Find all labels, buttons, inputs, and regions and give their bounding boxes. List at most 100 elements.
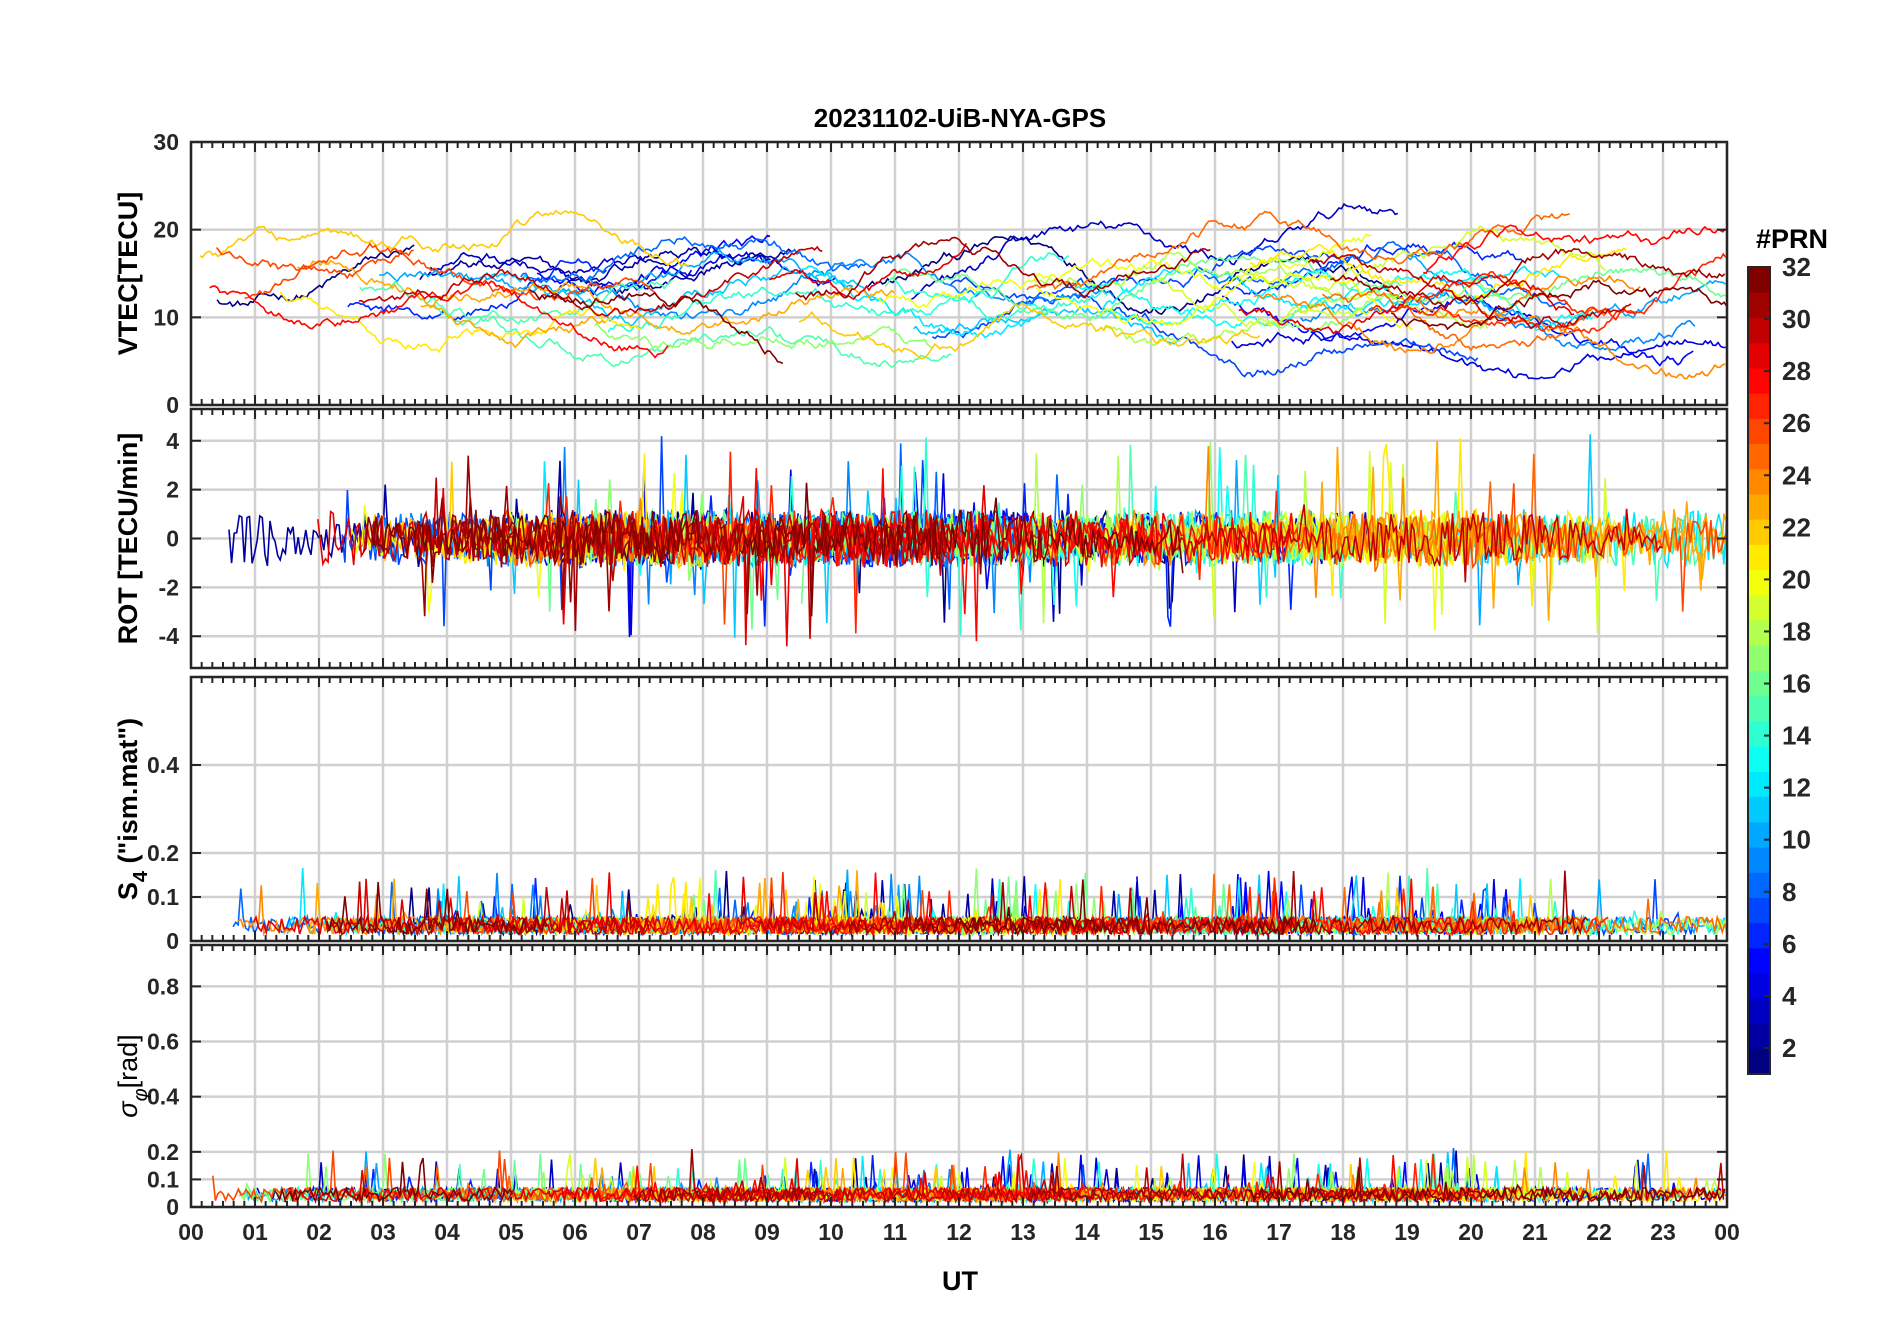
colorbar-band [1748,1023,1770,1050]
y-axis-label-sub: φ [130,1088,152,1101]
x-tick-label: 14 [1074,1219,1100,1245]
series-line-prn-23 [420,281,895,335]
colorbar-tick-label: 14 [1782,721,1811,751]
colorbar-band [1748,872,1770,898]
y-tick-label: 0 [166,928,179,954]
colorbar-band [1748,922,1770,949]
x-axis: 00 01 02 03 04 05 06 07 08 09 10 11 12 13 14 15 16 17 18 19… [178,1219,1740,1245]
colorbar-band [1748,519,1770,545]
series-line-prn-29 [768,242,967,301]
series-line-prn-19 [1151,276,1383,328]
series-group [232,867,1727,938]
colorbar-band [1748,594,1770,621]
colorbar-tick-label: 18 [1782,616,1811,646]
colorbar-tick-label: 6 [1782,929,1796,959]
series-line-prn-19 [1189,450,1609,634]
series-line-prn-9 [1299,290,1696,352]
series-line-prn-32 [1390,279,1727,331]
colorbar-tick-label: 4 [1782,981,1797,1011]
series-line-prn-17 [593,322,933,350]
y-tick-label: 0 [166,392,179,418]
colorbar-band [1748,720,1770,747]
x-tick-label: 05 [498,1219,524,1245]
series-line-prn-20 [1035,272,1414,331]
x-tick-label: 06 [562,1219,588,1245]
colorbar-tick-label: 12 [1782,773,1811,803]
colorbar-band [1748,443,1770,470]
colorbar-tick-label: 8 [1782,877,1796,907]
colorbar-band [1748,897,1770,924]
colorbar-band [1748,342,1770,369]
colorbar-tick-label: 26 [1782,408,1811,438]
colorbar-band [1748,1048,1770,1075]
series-line-prn-27 [1415,252,1727,321]
series-line-prn-30 [325,881,650,937]
y-axis-label-main: σ [113,1100,143,1118]
colorbar-band [1748,418,1770,445]
series-line-prn-10 [379,248,854,298]
series-line-prn-23 [297,259,606,349]
x-tick-label: 23 [1650,1219,1676,1245]
x-tick-label: 02 [306,1219,332,1245]
y-tick-label: 2 [166,477,179,503]
series-line-prn-16 [884,255,1403,322]
series-line-prn-10 [1407,255,1726,329]
y-tick-label: 0 [166,1194,179,1220]
series-line-prn-30 [417,477,993,639]
series-line-prn-30 [659,1152,1230,1205]
series-line-prn-1 [866,235,1403,316]
series-line-prn-31 [848,882,1140,936]
series-line-prn-31 [1231,870,1589,938]
series-line-prn-14 [607,252,1070,333]
y-tick-label: 0.8 [147,973,179,999]
series-line-prn-27 [1034,885,1609,937]
y-axis-label: σφ[rad] [113,1034,152,1117]
y-axis-label-main: S [113,882,143,900]
colorbar-tick-label: 22 [1782,512,1811,542]
series-line-prn-32 [362,510,713,583]
x-tick-label: 09 [754,1219,780,1245]
y-tick-label: 0.1 [147,1166,179,1192]
series-line-prn-3 [429,251,693,279]
y-tick-label: 0.2 [147,840,179,866]
x-tick-label: 22 [1586,1219,1612,1245]
colorbar-band [1748,973,1770,999]
panel-s4: 0 0.1 0.2 0.4S4 ("ism.mat") [113,675,1729,954]
series-line-prn-30 [740,885,1295,937]
series-line-prn-25 [1322,289,1608,352]
y-tick-label: 0.4 [147,752,179,778]
series-line-prn-1 [216,244,415,308]
series-line-prn-26 [244,242,658,301]
x-tick-label: 16 [1202,1219,1228,1245]
y-tick-label: -2 [159,574,179,600]
chart-title: 20231102-UiB-NYA-GPS [814,103,1106,133]
series-line-prn-32 [1248,1167,1726,1204]
series-group [228,434,1727,647]
y-tick-label: 0.1 [147,884,179,910]
colorbar-tick-label: 28 [1782,356,1811,386]
series-line-prn-26 [1451,483,1727,612]
series-line-prn-32 [915,879,1317,937]
y-tick-label: 0.6 [147,1029,179,1055]
series-line-prn-12 [800,265,1052,339]
colorbar-band [1748,821,1770,848]
y-axis-label: ROT [TECU/min] [113,433,143,644]
x-axis-label: UT [942,1266,978,1296]
series-group [212,1148,1727,1205]
x-tick-label: 20 [1458,1219,1484,1245]
y-axis-label: S4 ("ism.mat") [113,718,152,900]
series-line-prn-32 [528,288,784,365]
colorbar-band [1748,493,1770,520]
colorbar-band [1748,367,1770,394]
colorbar-tick-label: 2 [1782,1033,1796,1063]
series-line-prn-3 [911,202,1399,300]
series-line-prn-4 [1231,331,1726,380]
series-line-prn-2 [557,246,771,291]
series-line-prn-8 [520,235,867,284]
series-line-prn-22 [199,209,690,267]
x-tick-label: 17 [1266,1219,1292,1245]
y-tick-label: 4 [166,428,179,454]
colorbar-tick-label: 10 [1782,825,1811,855]
series-line-prn-21 [279,291,642,353]
